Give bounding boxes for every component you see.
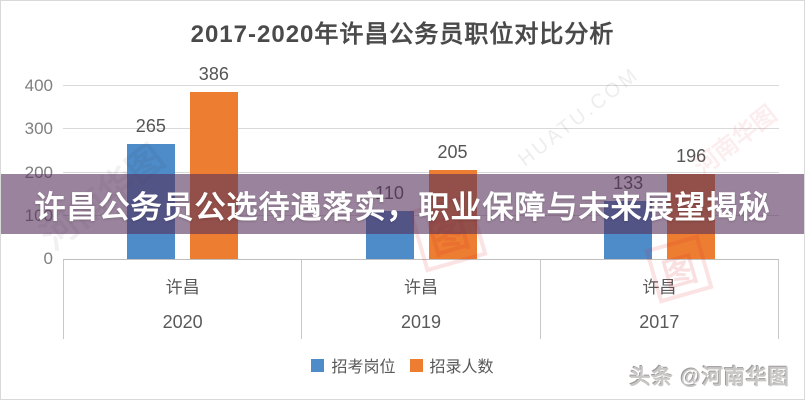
legend: 招考岗位 招录人数	[1, 353, 804, 377]
legend-item-招考岗位: 招考岗位	[311, 353, 396, 377]
category-year-label: 2019	[400, 312, 442, 332]
y-tick-label-400: 400	[24, 76, 53, 95]
x-axis-category-area: 许昌 2020 许昌 2019 许昌 2017	[63, 259, 779, 339]
headline-banner: 许昌公务员公选待遇落实，职业保障与未来展望揭秘	[1, 174, 804, 234]
category-2019: 许昌 2019	[301, 260, 539, 339]
legend-label: 招录人数	[429, 359, 494, 376]
y-tick-label-0: 0	[43, 249, 53, 268]
category-2020: 许昌 2020	[63, 260, 301, 339]
value-label-招录人数-2019: 205	[437, 142, 468, 163]
category-group-label: 许昌	[165, 278, 200, 297]
legend-swatch	[311, 358, 325, 372]
gridline-400	[63, 85, 779, 86]
category-year-label: 2017	[639, 312, 680, 332]
category-group-label: 许昌	[642, 278, 677, 297]
y-tick-label-300: 300	[24, 119, 53, 139]
chart-title: 2017-2020年许昌公务员职位对比分析	[190, 21, 615, 48]
legend-label: 招考岗位	[331, 359, 396, 376]
value-label-招录人数-2017: 196	[676, 146, 707, 167]
value-label-招录人数-2020: 386	[198, 64, 229, 85]
value-label-招考岗位-2020: 265	[135, 116, 166, 137]
headline-banner-text: 许昌公务员公选待遇落实，职业保障与未来展望揭秘	[34, 189, 771, 225]
category-year-label: 2020	[162, 312, 203, 332]
legend-swatch	[409, 358, 423, 372]
toutiao-author-watermark: 头条 @河南华图	[629, 366, 790, 389]
gridline-300	[63, 128, 779, 130]
category-2017: 许昌 2017	[539, 260, 778, 339]
gridline-200	[63, 171, 779, 173]
category-group-label: 许昌	[403, 278, 438, 297]
legend-item-招录人数: 招录人数	[409, 353, 494, 377]
